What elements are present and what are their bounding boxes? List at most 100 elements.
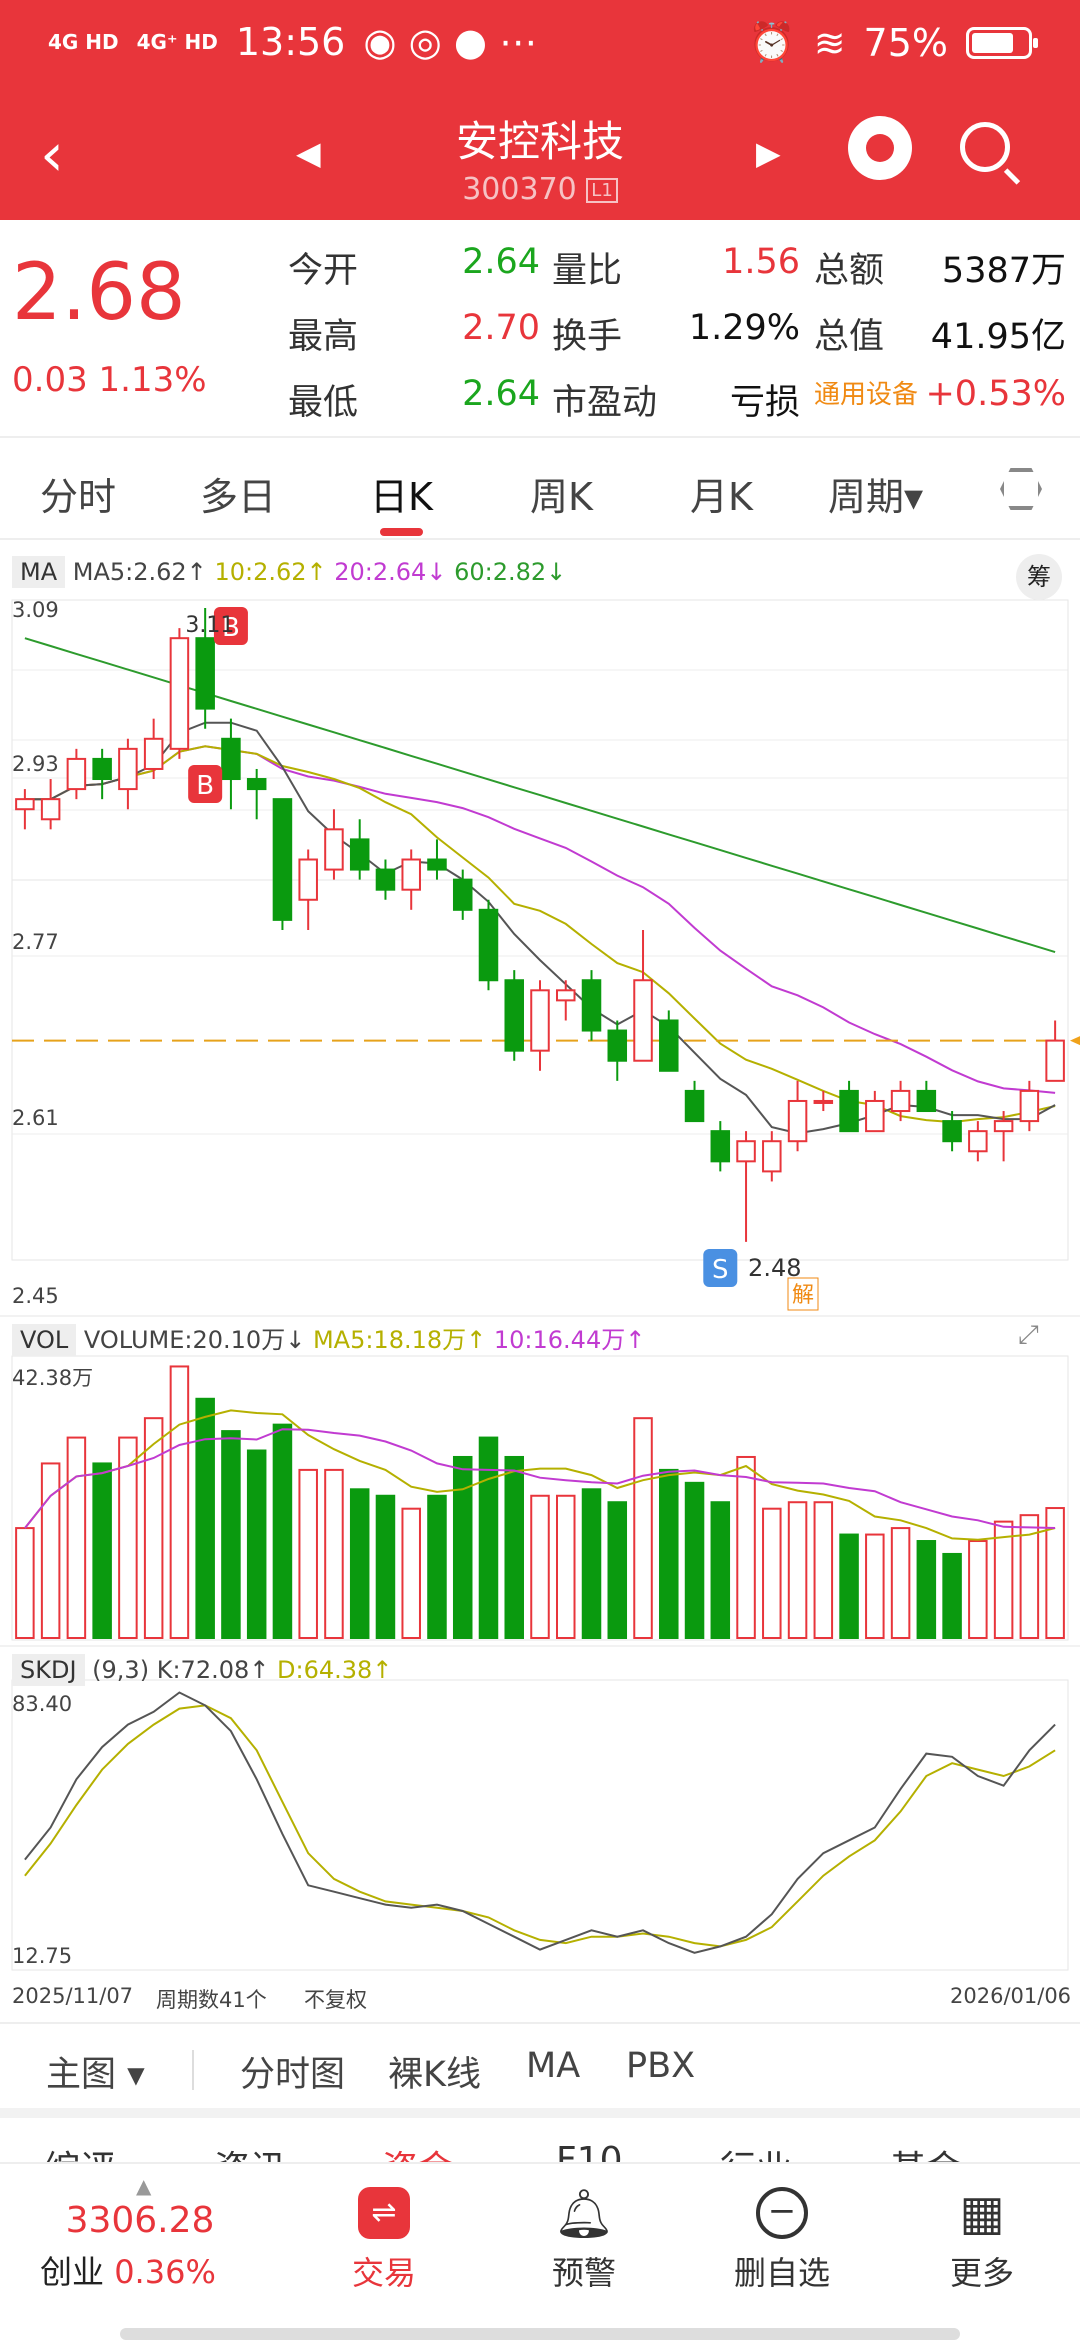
candle-body (221, 737, 241, 781)
nav-trade[interactable]: ⇌ 交易 (284, 2178, 484, 2294)
volume-bar (762, 1507, 782, 1639)
candle-body (865, 1099, 885, 1133)
level-badge: L1 (586, 178, 618, 203)
prev-stock-button[interactable]: ◀ (296, 134, 321, 172)
candle-body (916, 1089, 937, 1113)
clock: 13:56 (235, 20, 346, 64)
vol-selector[interactable]: VOL (12, 1324, 77, 1356)
kdj-k-value: K:72.08↑ (156, 1656, 270, 1684)
nav-remove-watchlist[interactable]: − 删自选 (682, 2178, 882, 2294)
main-chart-selector[interactable]: 主图 ▾ (46, 2055, 145, 2095)
industry-label: 通用设备 (814, 380, 919, 410)
tab-label: 周期▾ (828, 475, 924, 519)
volume-bar (118, 1436, 138, 1639)
change-value: 0.03 (12, 360, 88, 400)
ma-legend: MA MA5:2.62↑ 10:2.62↑ 20:2.64↓ 60:2.82↓ (12, 556, 566, 588)
quote-value: 亏损 (729, 383, 800, 423)
volume-bar (349, 1488, 370, 1640)
tab-f10[interactable]: F10 (556, 2140, 623, 2166)
volume-bar (298, 1468, 318, 1640)
volume-bar (143, 1417, 164, 1639)
candle-body (118, 747, 138, 791)
buy-marker: B (222, 613, 240, 643)
quote-label: 最低 (288, 383, 359, 423)
quote-label: 总额 (814, 251, 885, 291)
candle-body (813, 1099, 834, 1104)
tab-summary[interactable]: 综评 (44, 2140, 116, 2166)
back-button[interactable]: ‹ (40, 120, 64, 190)
tab-3[interactable]: 周K (530, 466, 593, 521)
candle-body (40, 798, 61, 821)
tab-label: 分时 (40, 475, 117, 519)
volume-bar (66, 1436, 87, 1639)
battery-text: 75% (863, 20, 948, 65)
search-icon[interactable] (960, 122, 1010, 172)
tab-1[interactable]: 多日 (200, 466, 276, 521)
vol-axis-label: 42.38万 (12, 1366, 94, 1390)
toolbar-bare-k[interactable]: 裸K线 (388, 2055, 481, 2095)
vol-ma10-line (24, 1428, 1056, 1529)
nav-remove-label: 删自选 (733, 2254, 830, 2292)
volume-bar (710, 1501, 731, 1639)
candle-body (890, 1089, 911, 1113)
ma-selector[interactable]: MA (12, 556, 66, 588)
candle-body (478, 908, 499, 982)
candle-body (787, 1099, 808, 1143)
chart-tabs: 分时 多日 日K 周K 月K 周期▾ (0, 438, 1080, 538)
kline-chart[interactable]: B B S 3.11 2.48解 (0, 540, 1080, 2020)
candle-body (349, 838, 370, 871)
volume-bar (15, 1527, 35, 1639)
collapse-up-icon[interactable]: ▲ (136, 2174, 152, 2198)
price-panel-border (11, 599, 1069, 1261)
candle-body (298, 858, 318, 901)
volume-bar (169, 1365, 190, 1640)
ma5-value: MA5:2.62↑ (72, 558, 207, 586)
candle-body (1019, 1089, 1040, 1123)
nav-alert[interactable]: 🔔︎ 预警 (484, 2178, 684, 2294)
tab-fund[interactable]: 基金 (890, 2140, 962, 2166)
quote-label: 市盈动 (552, 383, 658, 423)
tab-news[interactable]: 资讯 (214, 2140, 286, 2166)
tab-4[interactable]: 月K (690, 466, 753, 521)
date-end: 2026/01/06 (950, 1984, 1072, 2008)
kdj-panel-frame (11, 1679, 1069, 1971)
current-price-arrow (1070, 1036, 1080, 1046)
assistant-robot-icon[interactable] (848, 116, 912, 180)
nav-trade-label: 交易 (351, 2254, 416, 2292)
stock-code-text: 300370 (462, 172, 577, 207)
price-axis-label: 2.61 (12, 1106, 59, 1130)
tab-funds[interactable]: 资金 (382, 2140, 454, 2166)
volume-bar (40, 1462, 61, 1639)
stock-code: 300370 L1 (0, 172, 1080, 207)
volume-bar (555, 1494, 576, 1640)
tab-5[interactable]: 周期▾ (828, 466, 923, 521)
toolbar-pbx[interactable]: PBX (626, 2046, 696, 2086)
bottom-nav: ▲ 3306.28 创业 0.36% ⇌ 交易 🔔︎ 预警 − 删自选 ▦ 更多 (0, 2162, 1080, 2340)
toolbar-ma[interactable]: MA (526, 2046, 581, 2086)
battery-icon (966, 26, 1038, 59)
tab-industry[interactable]: 行业 (720, 2140, 792, 2166)
quote-value: 2.70 (462, 308, 540, 348)
chart-area[interactable]: B B S 3.11 2.48 解 MA MA5:2.62↑ 10:2.62↑ 20:2.… (0, 540, 1080, 2020)
buy-marker-bg (213, 607, 248, 645)
tab-2[interactable]: 日K (370, 466, 433, 536)
tab-0[interactable]: 分时 (40, 466, 116, 521)
kdj-selector[interactable]: SKDJ (12, 1654, 85, 1686)
index-value: 3306.28 (65, 2200, 215, 2241)
top-bar: 4G HD 4G⁺ HD 13:56 ◉ ◎ ● ⋯ ⏰ ≋ 75% ‹ ◀ 安… (0, 0, 1080, 220)
volume-bar (659, 1468, 679, 1640)
candle-body (246, 778, 267, 791)
chip-button[interactable]: 筹 (1016, 554, 1062, 600)
index-widget[interactable]: 3306.28 创业 0.36% (40, 2200, 240, 2293)
quote-value: 1.56 (722, 242, 800, 282)
nav-more[interactable]: ▦ 更多 (882, 2178, 1080, 2294)
toolbar-timeshare[interactable]: 分时图 (240, 2055, 346, 2095)
settings-gear-icon[interactable] (1000, 468, 1042, 510)
vol-ma10-value: 10:16.44万↑ (493, 1326, 646, 1354)
next-stock-button[interactable]: ▶ (756, 134, 781, 172)
volume-bar (1045, 1507, 1065, 1639)
expand-icon[interactable]: ⤢ (1018, 1320, 1039, 1350)
volume-bar (221, 1430, 241, 1640)
volume-bar (246, 1449, 267, 1640)
quote-label: 量比 (552, 251, 623, 291)
